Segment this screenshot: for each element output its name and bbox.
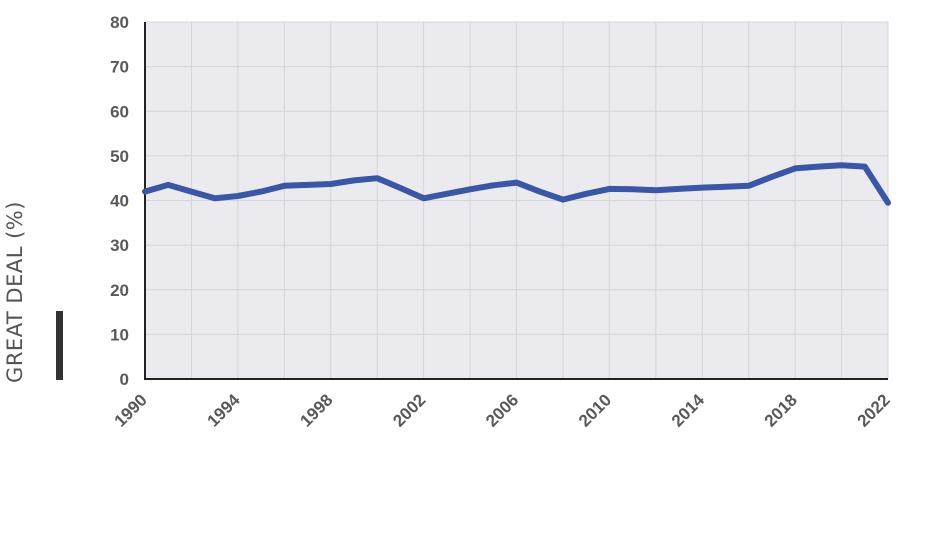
x-tick-label: 2018 — [761, 390, 801, 430]
y-tick-label: 30 — [110, 236, 129, 255]
y-tick-label: 0 — [120, 370, 129, 389]
y-tick-label: 80 — [110, 13, 129, 32]
x-tick-label: 1998 — [296, 390, 336, 430]
y-tick-label: 20 — [110, 281, 129, 300]
axes — [144, 22, 888, 380]
y-tick-label: 40 — [110, 192, 129, 211]
y-axis-label-group: GREAT DEAL (%) — [3, 201, 63, 383]
x-tick-label: 2006 — [482, 390, 522, 430]
series-layer — [142, 162, 891, 206]
x-tick-label: 2022 — [854, 390, 894, 430]
y-tick-label: 70 — [110, 58, 129, 77]
x-tick-label: 2010 — [575, 390, 615, 430]
y-axis-ticks: 0 10 20 30 40 50 60 70 80 — [110, 13, 129, 389]
x-axis-ticks: 1990 1994 1998 2002 2006 2010 2014 2018 2022 — [111, 390, 894, 431]
y-tick-label: 50 — [110, 147, 129, 166]
x-tick-label: 1994 — [204, 390, 245, 431]
y-tick-label: 60 — [110, 102, 129, 121]
x-tick-label: 2014 — [668, 390, 709, 431]
y-axis-label-bar — [56, 311, 63, 380]
x-tick-label: 1990 — [111, 390, 151, 430]
gridlines — [145, 21, 889, 379]
y-tick-label: 10 — [110, 325, 129, 344]
y-axis-label: GREAT DEAL (%) — [3, 201, 27, 383]
x-tick-label: 2002 — [389, 390, 429, 430]
series-line — [142, 162, 891, 206]
